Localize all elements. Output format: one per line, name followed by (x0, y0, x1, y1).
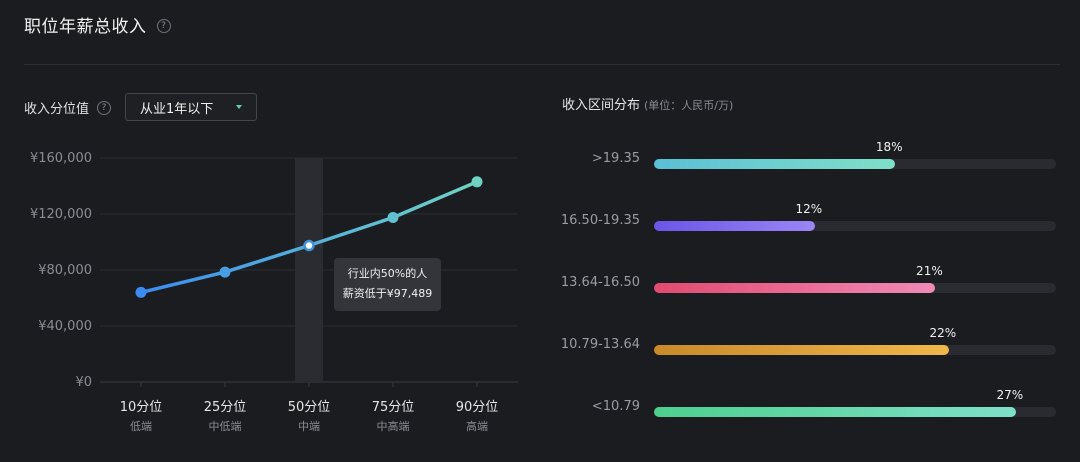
x-tick-label: 25分位 (204, 400, 247, 415)
percentile-help-icon[interactable]: ? (97, 100, 112, 115)
highlight-band (295, 158, 323, 382)
bar-category-label: >19.35 (591, 151, 640, 166)
x-tick-sublabel: 低端 (130, 420, 152, 433)
bar-track (654, 407, 1056, 417)
x-tick-label: 50分位 (288, 400, 331, 415)
bar-track (654, 345, 1056, 355)
percentile-label-group: 收入分位值 ? (24, 98, 112, 117)
bar-row: 16.50-19.35 12% (0, 202, 1080, 234)
bar-value-label: 12% (795, 202, 823, 216)
y-tick-label: ¥0 (75, 375, 92, 390)
bar-fill (654, 159, 896, 169)
x-tick-sublabel: 中高端 (377, 419, 410, 433)
bar-row: 10.79-13.64 22% (0, 326, 1080, 358)
bar-row: <10.79 27% (0, 388, 1080, 420)
bar-track (654, 159, 1056, 169)
x-tick-sublabel: 高端 (466, 419, 488, 433)
bar-track (654, 283, 1056, 293)
bar-fill (654, 345, 949, 355)
chevron-down-icon (236, 105, 242, 109)
bar-value-label: 18% (875, 140, 903, 154)
help-icon[interactable]: ? (156, 19, 171, 33)
x-tick-label: 10分位 (120, 400, 163, 415)
highlight-band-rect (295, 158, 323, 382)
y-tick-label: ¥160,000 (30, 151, 92, 166)
bar-category-label: 13.64-16.50 (560, 275, 640, 290)
bar-fill (654, 221, 815, 231)
y-tick-label: ¥40,000 (38, 319, 92, 334)
data-point (303, 239, 315, 252)
header-divider (24, 64, 1060, 65)
bar-fill (654, 283, 936, 293)
y-tick-label: ¥120,000 (30, 207, 92, 222)
bar-track (654, 221, 1056, 231)
distribution-title-text: 收入区间分布 (562, 98, 641, 113)
percentile-label: 收入分位值 (24, 102, 90, 117)
data-point (387, 212, 399, 223)
tooltip-line-2: 薪资低于¥97,489 (342, 287, 433, 300)
x-tick-sublabel: 中端 (298, 420, 320, 433)
experience-select-value: 从业1年以下 (140, 101, 214, 117)
tooltip-line-1: 行业内50%的人 (347, 267, 428, 280)
bar-row: >19.35 18% (0, 140, 1080, 172)
distribution-unit: (单位：人民币/万) (644, 99, 734, 112)
bar-category-label: <10.79 (591, 399, 640, 414)
x-tick-label: 90分位 (456, 400, 499, 415)
bar-fill (654, 407, 1016, 417)
bar-value-label: 27% (996, 388, 1024, 402)
y-tick-label: ¥80,000 (38, 263, 92, 278)
experience-select[interactable]: 从业1年以下 (125, 93, 257, 121)
data-point (471, 176, 483, 188)
distribution-title: 收入区间分布 (单位：人民币/万) (562, 94, 733, 113)
bar-category-label: 10.79-13.64 (560, 337, 640, 352)
bar-value-label: 21% (916, 264, 943, 278)
chart-points (135, 176, 483, 298)
x-tick-label: 75分位 (372, 400, 415, 415)
bar-value-label: 22% (929, 326, 957, 340)
x-tick-sublabel: 中低端 (209, 420, 242, 433)
bar-row: 13.64-16.50 21% (0, 264, 1080, 296)
page-title: 职位年薪总收入 (24, 17, 147, 37)
data-point (219, 266, 231, 278)
bar-category-label: 16.50-19.35 (560, 213, 640, 228)
data-point (135, 286, 147, 298)
chart-tooltip: 行业内50%的人 薪资低于¥97,489 (334, 258, 441, 311)
section-header: 职位年薪总收入 ? (24, 12, 171, 37)
